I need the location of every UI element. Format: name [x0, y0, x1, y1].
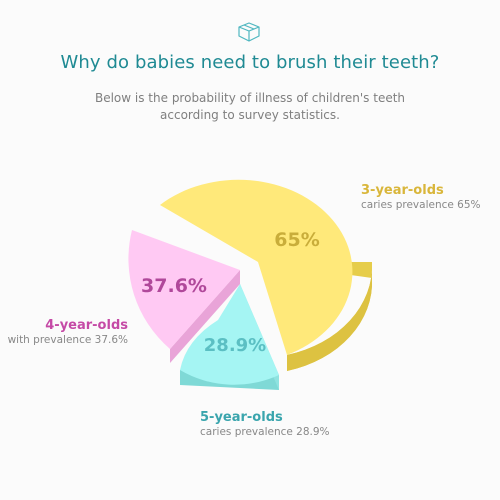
subtitle-line-2: according to survey statistics.: [160, 108, 340, 122]
slice-group-5-year-olds: 28.9%: [180, 284, 279, 390]
category-name-5-year-olds: 5-year-olds: [200, 410, 283, 425]
legend-label-5-year-olds: 5-year-olds caries prevalence 28.9%: [200, 410, 330, 440]
category-name-4-year-olds: 4-year-olds: [45, 318, 128, 333]
slice-group-3-year-olds: 65%: [160, 179, 373, 371]
chart-subtitle: Below is the probability of illness of c…: [90, 90, 410, 124]
chart-title: Why do babies need to brush their teeth?: [60, 52, 440, 73]
legend-label-4-year-olds: 4-year-olds with prevalence 37.6%: [8, 318, 128, 348]
slice-value-label-5-year-olds: 28.9%: [204, 335, 266, 356]
category-description-4-year-olds: with prevalence 37.6%: [7, 334, 128, 346]
slice-value-label-3-year-olds: 65%: [274, 229, 319, 251]
slice-group-4-year-olds: 37.6%: [128, 230, 240, 363]
category-name-3-year-olds: 3-year-olds: [361, 183, 444, 198]
legend-label-3-year-olds: 3-year-olds caries prevalence 65%: [361, 183, 481, 213]
slice-top-5-year-olds: [180, 284, 279, 385]
slice-top-4-year-olds: [128, 230, 240, 349]
slice-side-4-year-olds: [170, 270, 240, 363]
slice-side-outer-3-year-olds: [287, 262, 373, 371]
category-description-5-year-olds: caries prevalence 28.9%: [200, 426, 330, 438]
slice-top-3-year-olds: [160, 179, 353, 355]
box-outline-icon: [238, 22, 260, 42]
slice-value-label-4-year-olds: 37.6%: [141, 275, 207, 297]
subtitle-line-1: Below is the probability of illness of c…: [94, 91, 406, 105]
category-description-3-year-olds: caries prevalence 65%: [361, 199, 481, 211]
